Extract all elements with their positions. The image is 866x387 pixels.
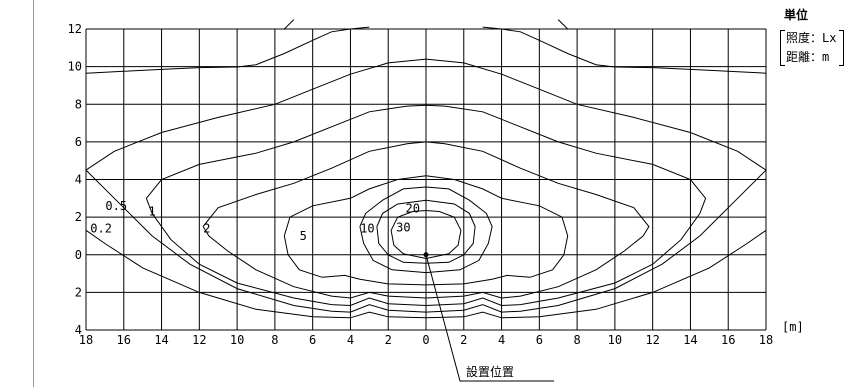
x-tick-label: 16 bbox=[117, 333, 131, 347]
unit-illuminance: 照度：Lx bbox=[786, 31, 837, 45]
x-tick-label: 10 bbox=[230, 333, 244, 347]
y-tick-label: 12 bbox=[68, 22, 82, 36]
x-tick-label: 8 bbox=[573, 333, 580, 347]
contour-line-0-2 bbox=[85, 229, 767, 319]
contour-line-outer-8 bbox=[85, 26, 370, 74]
contour-line-outer-9 bbox=[482, 26, 767, 74]
unit-distance: 距離：m bbox=[786, 50, 830, 64]
contour-line-10 bbox=[359, 186, 493, 274]
contour-label: 1 bbox=[148, 204, 155, 218]
contour-label: 30 bbox=[396, 220, 410, 234]
install-label: 設置位置 bbox=[466, 364, 514, 379]
x-tick-label: 2 bbox=[460, 333, 467, 347]
contour-line-2 bbox=[202, 141, 650, 299]
contour-label: 0.5 bbox=[105, 199, 127, 213]
x-tick-label: 6 bbox=[309, 333, 316, 347]
x-tick-label: 16 bbox=[721, 333, 735, 347]
x-tick-label: 4 bbox=[498, 333, 505, 347]
contour-line-30 bbox=[390, 209, 462, 260]
contour-line-outer-10 bbox=[283, 19, 295, 30]
contour-line-1 bbox=[145, 104, 707, 307]
x-tick-label: 10 bbox=[608, 333, 622, 347]
contour-lines bbox=[85, 19, 767, 319]
unit-title: 単位 bbox=[784, 8, 809, 22]
x-tick-label: 14 bbox=[154, 333, 168, 347]
y-tick-label: 4 bbox=[75, 173, 82, 187]
install-leader-line bbox=[425, 254, 554, 382]
y-tick-label: 2 bbox=[75, 210, 82, 224]
contour-line-20 bbox=[376, 199, 476, 264]
contour-label: 20 bbox=[406, 202, 420, 216]
y-tick-label: 8 bbox=[75, 97, 82, 111]
x-tick-label: 6 bbox=[536, 333, 543, 347]
x-tick-label: 8 bbox=[271, 333, 278, 347]
x-tick-label: 12 bbox=[192, 333, 206, 347]
contour-line-0-5 bbox=[85, 58, 767, 313]
y-tick-label: 10 bbox=[68, 60, 82, 74]
x-tick-label: 4 bbox=[347, 333, 354, 347]
contour-label: 0.2 bbox=[90, 221, 112, 235]
y-tick-label: 2 bbox=[75, 285, 82, 299]
x-tick-label: 0 bbox=[422, 333, 429, 347]
x-tick-label: 18 bbox=[79, 333, 93, 347]
contour-label: 2 bbox=[203, 221, 210, 235]
y-tick-label: 4 bbox=[75, 323, 82, 337]
x-tick-label: 2 bbox=[385, 333, 392, 347]
contour-labels: 0.2 0.5 1 2 5 10 20 30 bbox=[90, 199, 420, 243]
y-tick-label: 0 bbox=[75, 248, 82, 262]
contour-label: 10 bbox=[360, 221, 374, 235]
x-tick-label: 12 bbox=[645, 333, 659, 347]
unit-bracket: 照度：Lx 距離：m bbox=[780, 29, 845, 67]
unit-legend: 単位 照度：Lx 距離：m bbox=[780, 6, 845, 67]
install-marker: 設置位置 bbox=[423, 252, 554, 382]
x-tick-label: 14 bbox=[683, 333, 697, 347]
contour-line-outer-11 bbox=[557, 19, 569, 30]
x-tick-label: 18 bbox=[759, 333, 773, 347]
y-tick-label: 6 bbox=[75, 135, 82, 149]
left-border-line bbox=[33, 0, 34, 387]
contour-line-5 bbox=[283, 175, 569, 286]
x-unit-label: [m] bbox=[782, 320, 804, 334]
contour-label: 5 bbox=[300, 229, 307, 243]
